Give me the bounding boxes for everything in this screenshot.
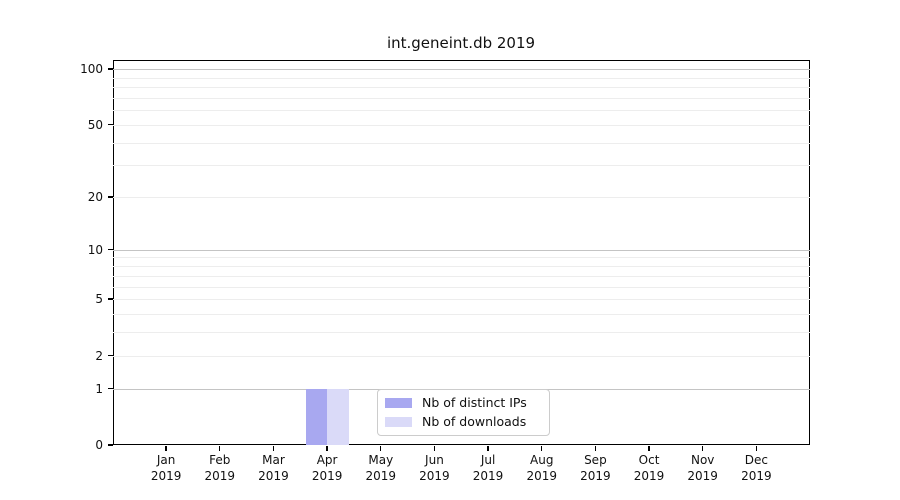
gridline-minor-80	[112, 87, 810, 89]
legend-swatch-downloads	[385, 417, 412, 427]
chart-title: int.geneint.db 2019	[386, 34, 536, 52]
bar-apr-distinct-ips	[305, 388, 328, 445]
x-tick-year: 2019	[526, 468, 557, 483]
x-tick-mark-sep	[594, 446, 597, 451]
x-tick-label-feb: Feb 2019	[192, 453, 248, 484]
x-tick-year: 2019	[150, 468, 182, 483]
x-tick-label-nov: Nov 2019	[675, 453, 731, 484]
bar-apr-downloads	[327, 388, 349, 445]
x-tick-month: Nov	[690, 453, 715, 467]
x-tick-label-jan: Jan 2019	[138, 453, 194, 484]
x-tick-label-may: May 2019	[353, 453, 409, 484]
gridline-minor-8	[112, 266, 810, 268]
x-tick-month: Jul	[480, 453, 496, 467]
y-tick-label-100: 100	[80, 62, 103, 77]
x-tick-month: Dec	[744, 453, 768, 467]
gridline-minor-9	[112, 257, 810, 259]
gridline-major-10	[112, 249, 810, 251]
y-tick-mark-2	[108, 354, 113, 357]
x-tick-label-jul: Jul 2019	[460, 453, 516, 484]
y-tick-mark-100	[108, 68, 113, 70]
legend-label-distinct-ips: Nb of distinct IPs	[422, 395, 527, 410]
x-tick-month: Sep	[584, 453, 607, 467]
x-tick-year: 2019	[204, 468, 236, 483]
x-tick-mark-jul	[487, 446, 489, 451]
y-tick-mark-0	[108, 444, 113, 446]
legend: Nb of distinct IPs Nb of downloads	[377, 389, 550, 436]
x-tick-mark-may	[380, 446, 382, 451]
x-tick-month: Jan	[156, 453, 176, 467]
x-tick-mark-oct	[648, 446, 650, 451]
y-tick-mark-5	[108, 298, 113, 300]
x-tick-year: 2019	[365, 468, 397, 483]
x-tick-mark-jan	[165, 446, 167, 451]
x-tick-mark-aug	[541, 446, 543, 451]
x-tick-mark-apr	[326, 446, 328, 451]
x-tick-month: Oct	[638, 453, 660, 467]
x-tick-month: Jun	[425, 453, 444, 467]
y-tick-mark-50	[108, 124, 113, 126]
y-tick-mark-1	[108, 387, 113, 390]
x-tick-mark-nov	[701, 446, 704, 451]
x-tick-mark-jun	[433, 446, 436, 451]
gridline-major-100	[112, 69, 810, 71]
x-tick-label-sep: Sep 2019	[567, 453, 623, 484]
gridline-minor-60	[112, 110, 810, 112]
x-tick-year: 2019	[580, 468, 611, 483]
x-tick-mark-dec	[755, 446, 758, 451]
x-tick-label-apr: Apr 2019	[299, 453, 355, 484]
x-tick-mark-mar	[272, 446, 275, 451]
gridline-minor-3	[112, 332, 810, 334]
y-tick-label-20: 20	[87, 190, 103, 205]
x-tick-month: Mar	[262, 453, 285, 467]
y-tick-label-0: 0	[95, 438, 103, 452]
y-tick-mark-10	[108, 249, 113, 251]
legend-entry-downloads: Nb of downloads	[385, 414, 542, 430]
gridline-minor-50	[112, 124, 810, 126]
legend-label-downloads: Nb of downloads	[422, 414, 527, 429]
x-tick-label-jun: Jun 2019	[406, 453, 462, 484]
gridline-minor-20	[112, 197, 810, 199]
x-tick-label-aug: Aug 2019	[514, 453, 570, 484]
x-tick-year: 2019	[472, 468, 504, 483]
x-tick-year: 2019	[258, 468, 289, 483]
x-tick-month: May	[368, 453, 394, 467]
x-tick-mark-feb	[219, 446, 221, 451]
y-tick-label-10: 10	[87, 242, 103, 257]
plot-area	[112, 60, 810, 445]
y-tick-label-5: 5	[95, 292, 103, 307]
y-tick-label-1: 1	[95, 381, 103, 396]
legend-entry-distinct-ips: Nb of distinct IPs	[385, 395, 542, 411]
gridline-minor-30	[112, 165, 810, 167]
x-tick-year: 2019	[633, 468, 665, 483]
gridline-minor-2	[112, 355, 810, 357]
x-tick-month: Feb	[209, 453, 231, 467]
y-tick-mark-20	[108, 196, 113, 198]
gridline-minor-6	[112, 286, 810, 288]
x-tick-year: 2019	[741, 468, 772, 483]
x-tick-label-dec: Dec 2019	[728, 453, 784, 484]
x-tick-year: 2019	[419, 468, 450, 483]
y-tick-label-50: 50	[87, 117, 103, 132]
gridline-minor-90	[112, 77, 810, 79]
gridline-minor-5	[112, 299, 810, 301]
x-tick-year: 2019	[687, 468, 718, 483]
legend-swatch-distinct-ips	[385, 398, 412, 408]
x-tick-label-mar: Mar 2019	[245, 453, 301, 484]
gridline-minor-70	[112, 97, 810, 99]
gridline-minor-7	[112, 275, 810, 277]
x-tick-label-oct: Oct 2019	[621, 453, 677, 484]
x-tick-year: 2019	[311, 468, 343, 483]
gridline-minor-40	[112, 142, 810, 144]
y-tick-label-2: 2	[95, 348, 103, 363]
gridline-minor-4	[112, 313, 810, 315]
x-tick-month: Apr	[316, 453, 338, 467]
x-tick-month: Aug	[530, 453, 554, 467]
